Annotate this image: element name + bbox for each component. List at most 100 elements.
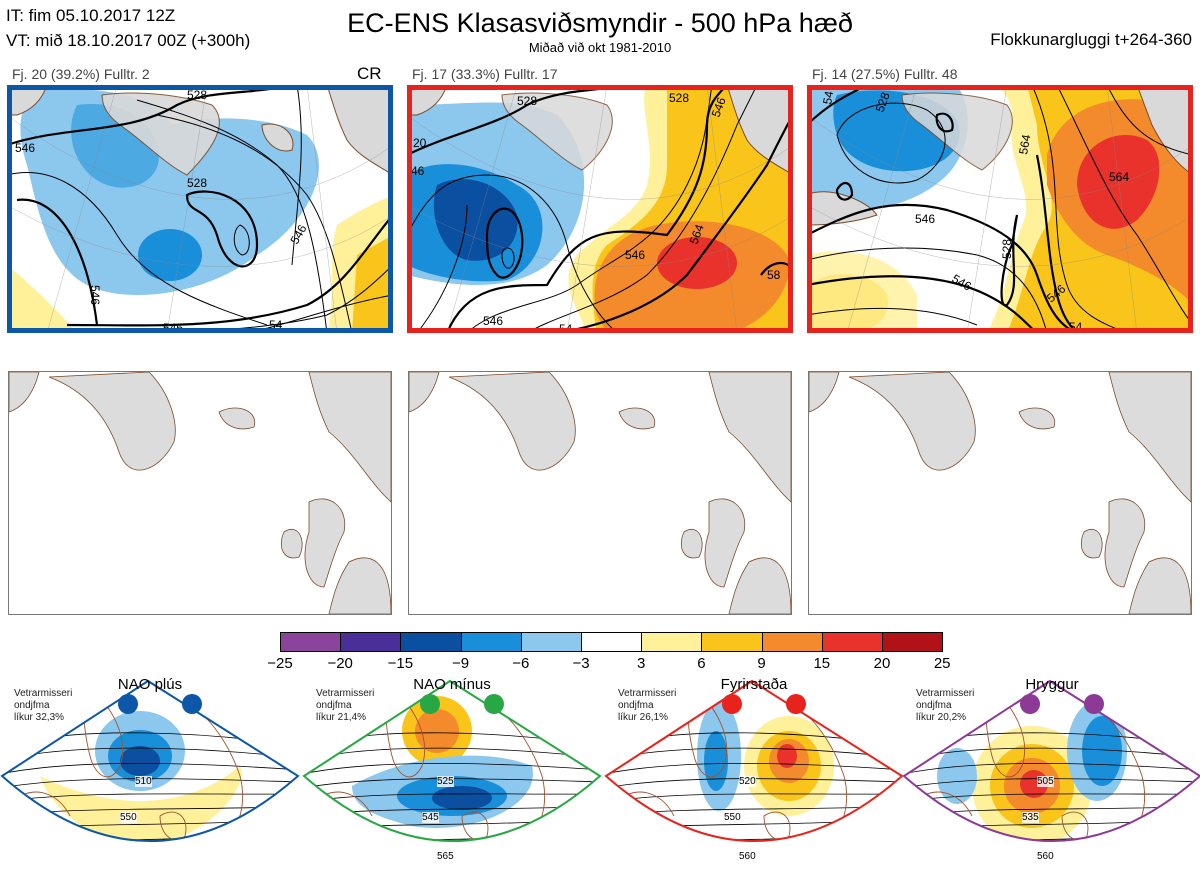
contour-label: 564: [1016, 133, 1033, 155]
contour-label: 528: [669, 91, 689, 105]
cluster-border: [7, 85, 393, 333]
contour-label: 54: [559, 322, 573, 333]
contour-label: 54: [820, 90, 836, 106]
regime-marker-dot: [118, 694, 138, 714]
cluster-tag-1: CR: [357, 64, 382, 83]
contour-label: 46: [411, 164, 425, 178]
contour-label: 528: [187, 88, 207, 102]
regime-1: Vetrarmisseri ondjfma líkur 32,3% NAO plús 5…: [0, 676, 300, 871]
graticule: [7, 85, 393, 333]
colorbar-tick-label: 3: [637, 655, 646, 672]
contour-label: 564: [1109, 170, 1129, 184]
regime-info: Vetrarmisseri ondjfma líkur 32,3%: [14, 688, 73, 723]
page-title: EC-ENS Klasasviðsmyndir - 500 hPa hæð: [347, 8, 853, 38]
regime-contour-label: 505: [1037, 776, 1054, 787]
regime-name: Hryggur: [1025, 676, 1079, 693]
contour-label: 546: [709, 95, 729, 119]
regime-3: Vetrarmisseri ondjfma líkur 26,1% Fyrirstað…: [604, 676, 904, 871]
colorbar-tick-label: −20: [327, 655, 353, 672]
land: [807, 85, 1193, 226]
empty-map-2: [408, 371, 792, 615]
anomaly-shading: [407, 85, 793, 333]
regime-marker-dot: [722, 694, 742, 714]
initial-time: IT: fim 05.10.2017 12Z: [6, 6, 176, 25]
colorbar-segment: [701, 632, 763, 652]
regime-contour-label: 565: [437, 851, 454, 862]
regime-info: Vetrarmisseri ondjfma líkur 20,2%: [916, 688, 975, 723]
cluster-label-3: Fj. 14 (27.5%) Fulltr. 48: [812, 66, 958, 82]
empty-map-1: [8, 371, 392, 615]
contour-label: 546: [625, 248, 645, 262]
regime-contour-label: 510: [135, 776, 152, 787]
contour-label: 20: [413, 136, 427, 150]
regime-name: NAO mínus: [413, 676, 491, 693]
cluster-label-2: Fj. 17 (33.3%) Fulltr. 17: [412, 66, 558, 82]
empty-map-3: [808, 371, 1192, 615]
colorbar-segment: [340, 632, 402, 652]
colorbar-tick-label: −9: [452, 655, 470, 672]
regime-marker-dot: [182, 694, 202, 714]
regime-info: Vetrarmisseri ondjfma líkur 21,4%: [316, 688, 375, 723]
valid-time: VT: mið 18.10.2017 00Z (+300h): [6, 31, 251, 50]
contour-label: 546: [88, 285, 102, 305]
colorbar-segment: [882, 632, 944, 652]
page-subtitle: Miðað við okt 1981-2010: [528, 40, 672, 55]
regime-contour-label: 535: [1022, 812, 1039, 823]
regime-contour-label: 560: [739, 851, 756, 862]
regime-4: Vetrarmisseri ondjfma líkur 20,2% Hryggur 50…: [902, 676, 1200, 871]
geopotential-contours: [7, 85, 393, 333]
regime-contour-label: 550: [724, 812, 741, 823]
colorbar-segment: [581, 632, 643, 652]
contour-label: 58: [767, 268, 781, 282]
colorbar-tick-label: 20: [873, 655, 891, 672]
colorbar-tick-label: 25: [933, 655, 951, 672]
colorbar-segment: [821, 632, 883, 652]
cluster-map-2: 528 528 546 20 46 546 564 546 54 58: [407, 85, 793, 333]
regime-marker-dot: [1020, 694, 1040, 714]
colorbar-tick-label: 15: [813, 655, 831, 672]
regime-name: Fyrirstaða: [720, 676, 788, 693]
contour-label: 528: [187, 176, 207, 190]
cluster-border: [807, 85, 1193, 333]
cluster-border: [407, 85, 793, 333]
regime-contour-label: 560: [1037, 851, 1054, 862]
colorbar-segment: [520, 632, 582, 652]
land: [407, 85, 793, 176]
cluster-label-1: Fj. 20 (39.2%) Fulltr. 2: [12, 66, 150, 82]
colorbar-tick-label: 6: [697, 655, 706, 672]
contour-label: 546: [483, 314, 503, 328]
colorbar-tick-label: −6: [512, 655, 530, 672]
regime-contour-label: 520: [739, 776, 756, 787]
contour-label: 546: [915, 212, 935, 226]
weather-regimes: Vetrarmisseri ondjfma líkur 32,3% NAO plús 5…: [0, 676, 1200, 871]
colorbar-segment: [400, 632, 462, 652]
colorbar-tick-label: 9: [757, 655, 766, 672]
colorbar-segment: [641, 632, 703, 652]
colorbar-tick-label: −3: [572, 655, 590, 672]
colorbar-tick-label: −25: [267, 655, 293, 672]
regime-marker-dot: [484, 694, 504, 714]
contour-label: 528: [1000, 239, 1014, 259]
graticule: [807, 85, 1193, 333]
regime-info: Vetrarmisseri ondjfma líkur 26,1%: [618, 688, 677, 723]
colorbar-segment: [460, 632, 522, 652]
contour-label: 528: [873, 90, 893, 114]
regime-contour-label: 525: [437, 776, 454, 787]
regime-2: Vetrarmisseri ondjfma líkur 21,4% NAO mínus…: [302, 676, 602, 871]
regime-marker-dot: [786, 694, 806, 714]
cluster-map-3: 54 528 546 564 564 528 546 546 54: [807, 85, 1193, 333]
classification-window: Flokkunargluggi t+264-360: [990, 30, 1192, 49]
regime-contour-label: 550: [120, 812, 137, 823]
colorbar-segment: [761, 632, 823, 652]
colorbar-tick-label: −15: [387, 655, 414, 672]
graticule: [407, 85, 793, 333]
contour-label: 528: [517, 94, 537, 108]
contour-label: 546: [15, 141, 35, 155]
land: [7, 85, 393, 176]
anomaly-colorbar: −25 −20 −15 −9 −6 −3 3 6 9 15 20 25: [267, 632, 951, 677]
anomaly-shading: [807, 85, 1193, 333]
regime-marker-dot: [1084, 694, 1104, 714]
regime-name: NAO plús: [117, 676, 183, 693]
geopotential-contours: [407, 85, 793, 333]
contour-label: 564: [687, 222, 707, 246]
